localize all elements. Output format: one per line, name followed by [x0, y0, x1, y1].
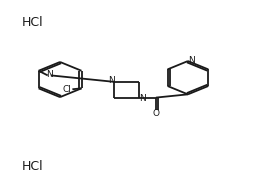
Text: Cl: Cl: [63, 85, 72, 94]
Text: O: O: [152, 109, 159, 118]
Text: N: N: [139, 94, 145, 103]
Text: N: N: [188, 56, 195, 65]
Text: HCl: HCl: [22, 160, 44, 173]
Text: N: N: [108, 76, 115, 85]
Text: N: N: [46, 70, 53, 79]
Text: HCl: HCl: [22, 16, 44, 29]
